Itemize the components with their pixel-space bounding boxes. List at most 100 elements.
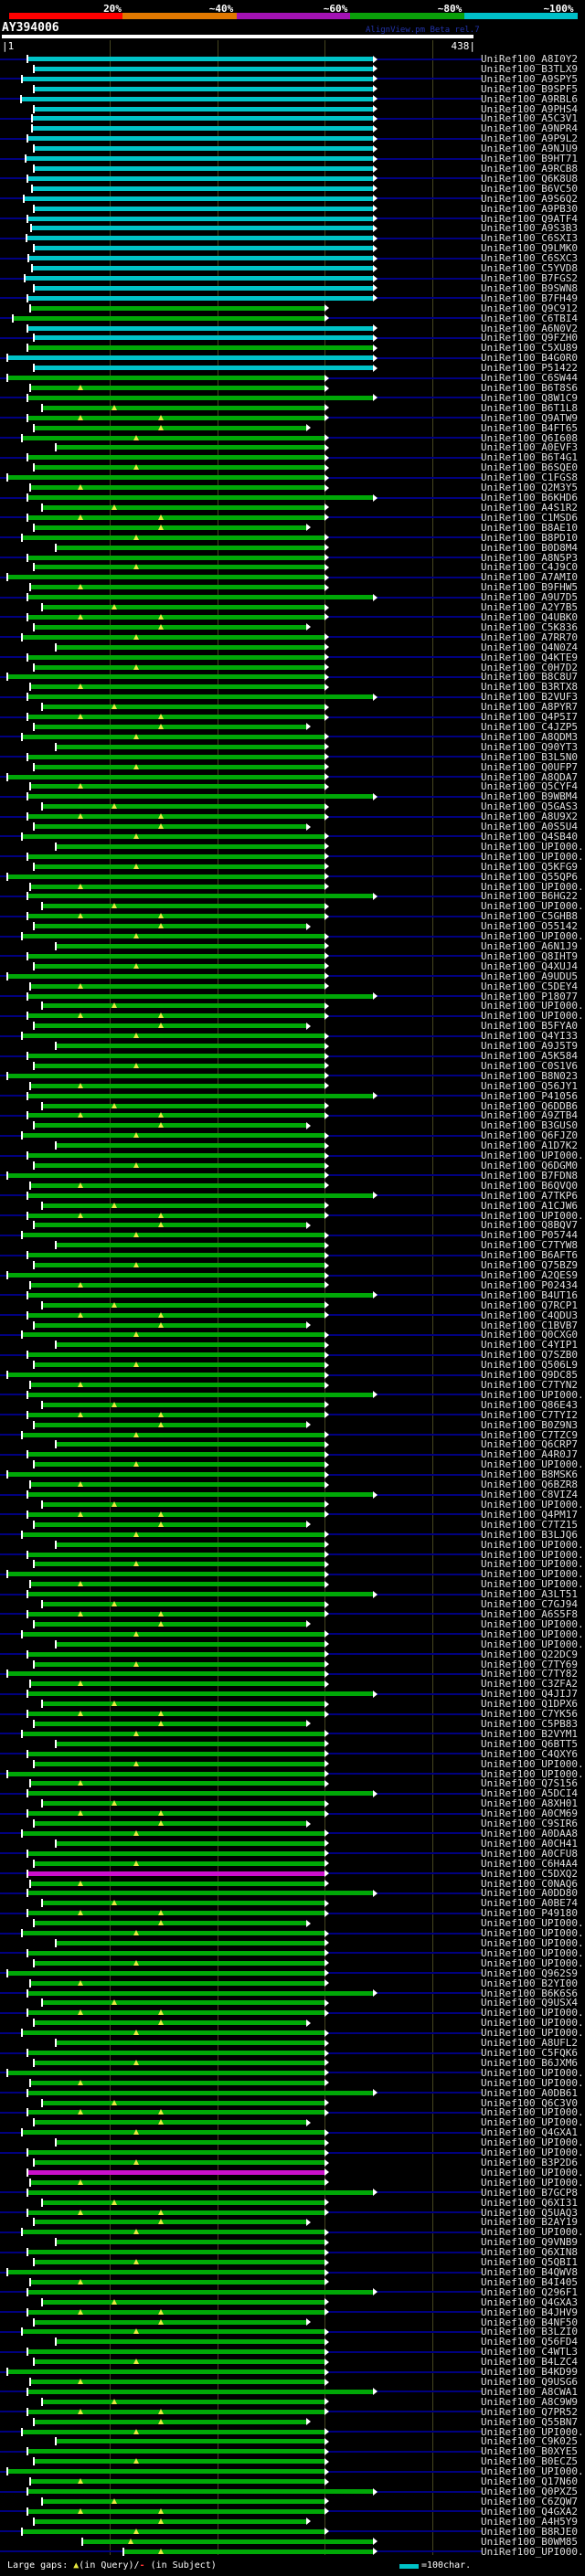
hit-label[interactable]: UniRef100_Q4JIJ7 — [481, 1688, 578, 1701]
hit-bar[interactable] — [27, 2409, 325, 2414]
hit-label[interactable]: UniRef100_B2YI00 — [481, 1977, 578, 1989]
hit-bar[interactable] — [34, 2060, 325, 2065]
hit-bar[interactable] — [34, 425, 307, 430]
hit-bar[interactable] — [34, 2359, 325, 2365]
hit-label[interactable]: UniRef100_A0DB61 — [481, 2086, 578, 2099]
hit-label[interactable]: UniRef100_Q4N0Z4 — [481, 641, 578, 653]
hit-label[interactable]: UniRef100_B2VUF3 — [481, 691, 578, 704]
hit-bar[interactable] — [55, 2041, 325, 2046]
hit-bar[interactable] — [29, 2380, 325, 2385]
hit-bar[interactable] — [29, 684, 325, 690]
hit-label[interactable]: UniRef100_C1FGS8 — [481, 472, 578, 484]
hit-label[interactable]: UniRef100_C7TZ15 — [481, 1518, 578, 1531]
hit-label[interactable]: UniRef100_B0XYE5 — [481, 2445, 578, 2458]
hit-label[interactable]: UniRef100_UPI000.. — [481, 2147, 585, 2159]
hit-bar[interactable] — [6, 376, 325, 381]
hit-bar[interactable] — [6, 774, 325, 779]
hit-label[interactable]: UniRef100_B8AE10 — [481, 521, 578, 534]
hit-label[interactable]: UniRef100_B6HG22 — [481, 890, 578, 903]
hit-bar[interactable] — [34, 1163, 325, 1168]
hit-bar[interactable] — [27, 1950, 325, 1956]
hit-label[interactable]: UniRef100_Q6DDB6 — [481, 1099, 578, 1112]
hit-label[interactable]: UniRef100_Q9USX4 — [481, 1997, 578, 2009]
hit-label[interactable]: UniRef100_B6SQE0 — [481, 461, 578, 474]
hit-label[interactable]: UniRef100_C4QXY6 — [481, 1747, 578, 1760]
hit-label[interactable]: UniRef100_A9UDU5 — [481, 970, 578, 982]
hit-label[interactable]: UniRef100_C4QDU3 — [481, 1309, 578, 1321]
hit-label[interactable]: UniRef100_Q55BN7 — [481, 2415, 578, 2428]
hit-label[interactable]: UniRef100_Q4PM17 — [481, 1508, 578, 1521]
hit-label[interactable]: UniRef100_Q0CXG0 — [481, 1329, 578, 1341]
hit-label[interactable]: UniRef100_B6AFT6 — [481, 1249, 578, 1262]
hit-bar[interactable] — [82, 2539, 374, 2544]
hit-bar[interactable] — [27, 2010, 325, 2016]
hit-label[interactable]: UniRef100_B5FYA0 — [481, 1020, 578, 1033]
hit-bar[interactable] — [27, 1791, 374, 1797]
hit-label[interactable]: UniRef100_Q75BZ9 — [481, 1259, 578, 1272]
hit-bar[interactable] — [27, 2289, 374, 2295]
hit-label[interactable]: UniRef100_B3RTX8 — [481, 681, 578, 694]
hit-bar[interactable] — [22, 2329, 325, 2335]
hit-bar[interactable] — [27, 175, 374, 181]
hit-label[interactable]: UniRef100_P49180 — [481, 1907, 578, 1920]
hit-label[interactable]: UniRef100_B7FH49 — [481, 292, 578, 304]
hit-label[interactable]: UniRef100_Q4UBK0 — [481, 610, 578, 623]
hit-label[interactable]: UniRef100_UPI000.. — [481, 2066, 585, 2079]
hit-label[interactable]: UniRef100_B0D8M4 — [481, 541, 578, 554]
hit-label[interactable]: UniRef100_A0CH41 — [481, 1837, 578, 1850]
hit-label[interactable]: UniRef100_UPI000.. — [481, 1956, 585, 1969]
hit-bar[interactable] — [22, 734, 325, 739]
hit-bar[interactable] — [34, 1921, 307, 1926]
hit-bar[interactable] — [27, 1352, 325, 1358]
hit-bar[interactable] — [34, 335, 374, 341]
hit-label[interactable]: UniRef100_Q7S156 — [481, 1777, 578, 1790]
hit-bar[interactable] — [27, 514, 325, 520]
hit-label[interactable]: UniRef100_A8PYR7 — [481, 701, 578, 714]
hit-bar[interactable] — [41, 2100, 325, 2105]
hit-bar[interactable] — [55, 644, 325, 650]
hit-label[interactable]: UniRef100_B8MSK6 — [481, 1468, 578, 1481]
hit-label[interactable]: UniRef100_Q4P5I7 — [481, 711, 578, 724]
hit-label[interactable]: UniRef100_B8RJE0 — [481, 2525, 578, 2538]
hit-label[interactable]: UniRef100_A9U7D5 — [481, 591, 578, 604]
hit-bar[interactable] — [41, 1302, 325, 1308]
hit-label[interactable]: UniRef100_Q296F1 — [481, 2285, 578, 2298]
hit-label[interactable]: UniRef100_UPI000.. — [481, 1388, 585, 1401]
hit-label[interactable]: UniRef100_C6SXC3 — [481, 252, 578, 265]
hit-bar[interactable] — [27, 2389, 374, 2394]
hit-bar[interactable] — [27, 1751, 325, 1756]
hit-label[interactable]: UniRef100_B2VYM1 — [481, 1727, 578, 1740]
hit-bar[interactable] — [34, 2518, 307, 2524]
hit-bar[interactable] — [27, 814, 325, 820]
hit-label[interactable]: UniRef100_A6S5F8 — [481, 1607, 578, 1620]
hit-label[interactable]: UniRef100_UPI000.. — [481, 1627, 585, 1640]
hit-label[interactable]: UniRef100_Q6FJZ0 — [481, 1129, 578, 1142]
hit-label[interactable]: UniRef100_UPI000.. — [481, 1917, 585, 1930]
hit-bar[interactable] — [34, 624, 307, 630]
hit-label[interactable]: UniRef100_Q0PXZ5 — [481, 2486, 578, 2498]
hit-bar[interactable] — [27, 654, 325, 660]
hit-bar[interactable] — [27, 395, 374, 400]
hit-bar[interactable] — [12, 315, 325, 321]
hit-bar[interactable] — [55, 2439, 325, 2444]
hit-label[interactable]: UniRef100_UPI000.. — [481, 930, 585, 943]
hit-bar[interactable] — [27, 1712, 325, 1717]
hit-bar[interactable] — [34, 1322, 307, 1328]
hit-bar[interactable] — [22, 833, 325, 839]
hit-bar[interactable] — [34, 1362, 325, 1368]
hit-bar[interactable] — [34, 2419, 307, 2424]
hit-label[interactable]: UniRef100_P18077 — [481, 990, 578, 1002]
hit-bar[interactable] — [34, 106, 374, 111]
hit-bar[interactable] — [34, 1821, 307, 1827]
hit-label[interactable]: UniRef100_A0CFU8 — [481, 1847, 578, 1860]
hit-label[interactable]: UniRef100_Q506L9 — [481, 1359, 578, 1372]
hit-bar[interactable] — [29, 1582, 325, 1587]
hit-bar[interactable] — [27, 555, 325, 560]
hit-bar[interactable] — [55, 1044, 325, 1049]
hit-bar[interactable] — [22, 634, 325, 640]
hit-label[interactable]: UniRef100_B7GCP8 — [481, 2186, 578, 2199]
hit-bar[interactable] — [22, 2528, 325, 2534]
hit-label[interactable]: UniRef100_C6H4A4 — [481, 1857, 578, 1870]
hit-bar[interactable] — [27, 2189, 374, 2195]
hit-bar[interactable] — [34, 1960, 325, 1966]
